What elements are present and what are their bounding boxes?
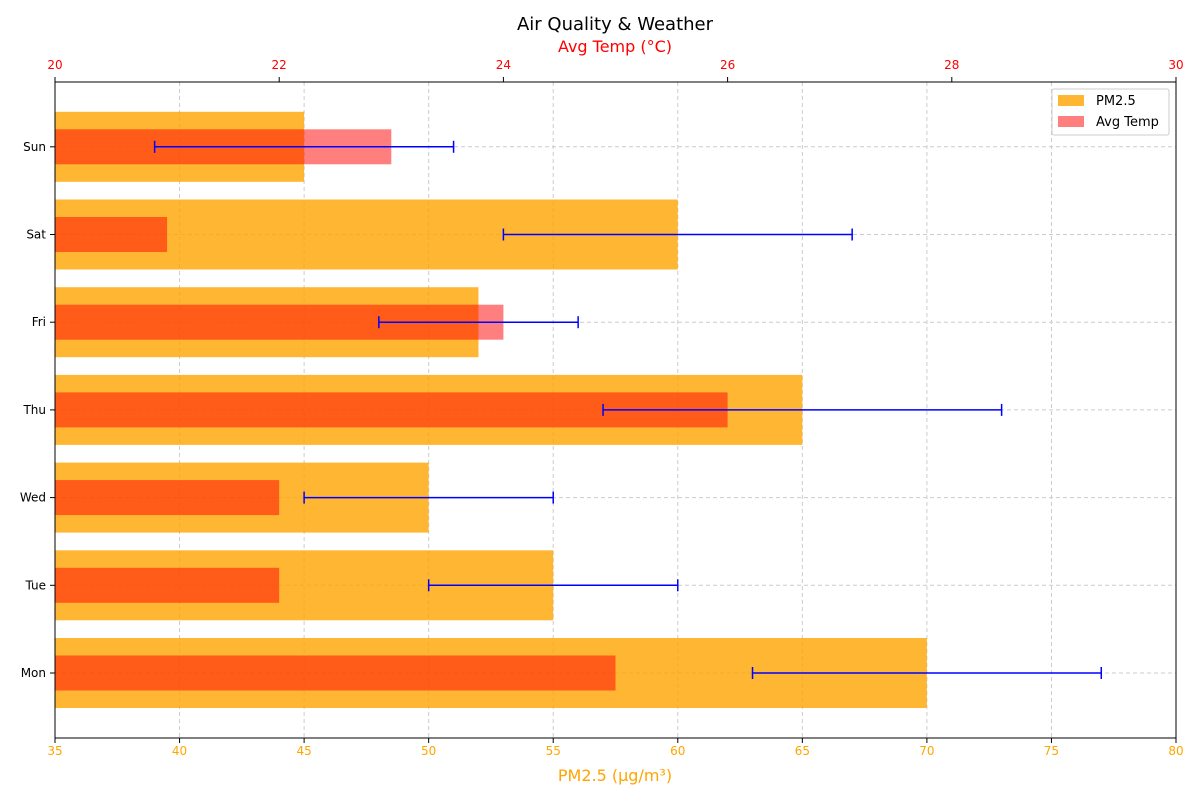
top-tick-label-30: 30 [1168,58,1183,72]
temp-bar-mon [55,655,616,691]
legend: PM2.5 Avg Temp [1051,88,1170,136]
bottom-tick-label-55: 55 [546,744,561,758]
bottom-tick-label-65: 65 [795,744,810,758]
y-tick-label-mon: Mon [21,666,46,680]
chart-title: Air Quality & Weather [517,14,714,35]
y-tick-label-wed: Wed [20,491,46,505]
top-tick-label-24: 24 [496,58,511,72]
temp-bar-group [55,129,728,691]
top-tick-label-20: 20 [47,58,62,72]
bottom-tick-label-60: 60 [670,744,685,758]
temp-bar-sat [55,217,168,252]
y-tick-label-tue: Tue [25,578,47,592]
bottom-axis-label: PM2.5 (µg/m³) [558,766,672,785]
bottom-tick-label-80: 80 [1168,744,1183,758]
error-bar-group [153,140,1103,679]
y-tick-label-sat: Sat [26,228,46,242]
top-tick-label-22: 22 [272,58,287,72]
top-axis: 20 22 24 26 28 30 [47,58,1184,82]
y-tick-label-thu: Thu [22,403,46,417]
y-axis: Mon Tue Wed Thu Fri Sat Sun [20,140,55,680]
legend-swatch-pm25 [1058,95,1084,106]
bottom-tick-label-70: 70 [919,744,934,758]
top-axis-label: Avg Temp (°C) [558,37,672,56]
bottom-tick-label-35: 35 [47,744,62,758]
bottom-tick-label-75: 75 [1044,744,1059,758]
bottom-tick-label-50: 50 [421,744,436,758]
legend-swatch-avg-temp [1058,116,1084,127]
top-tick-label-28: 28 [944,58,959,72]
bottom-axis: 35 40 45 50 55 60 65 70 75 80 [47,738,1184,758]
top-tick-label-26: 26 [720,58,735,72]
y-tick-label-fri: Fri [32,315,46,329]
y-tick-label-sun: Sun [23,140,46,154]
temp-bar-wed [55,480,280,516]
legend-label-avg-temp: Avg Temp [1096,115,1159,130]
bottom-tick-label-45: 45 [296,744,311,758]
legend-label-pm25: PM2.5 [1096,94,1136,109]
bottom-tick-label-40: 40 [172,744,187,758]
temp-bar-tue [55,567,280,603]
